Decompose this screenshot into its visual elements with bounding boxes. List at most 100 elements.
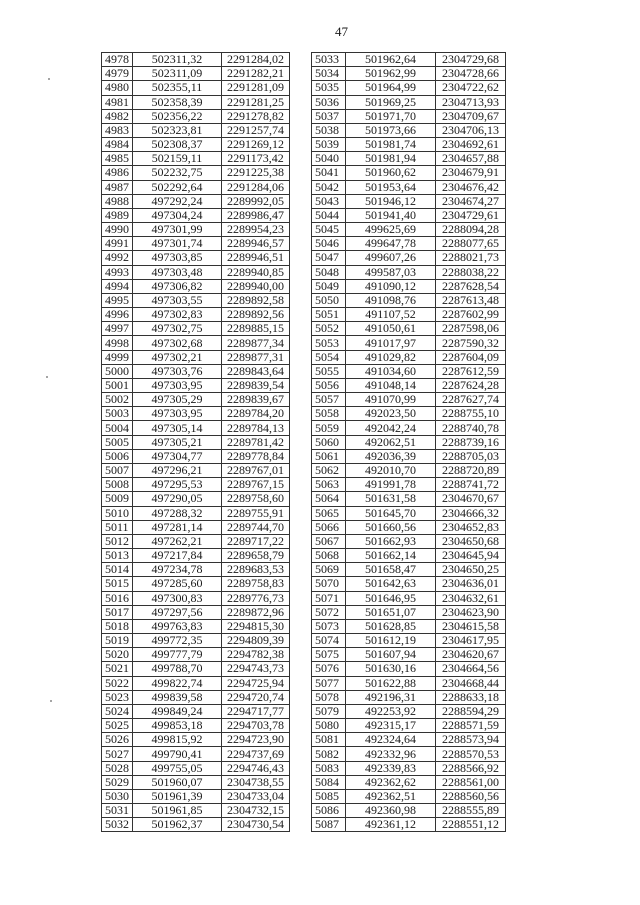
- table-row: 4979 502311,09 2291282,21: [101, 66, 290, 82]
- x-coordinate: 497303,48: [132, 264, 222, 280]
- y-coordinate: 2289940,85: [221, 264, 290, 280]
- point-number: 5036: [311, 94, 346, 110]
- point-number: 5070: [311, 576, 346, 592]
- x-coordinate: 492062,51: [345, 434, 436, 450]
- table-row: 5080 492315,17 2288571,59: [311, 718, 506, 734]
- x-coordinate: 492010,70: [345, 462, 436, 479]
- point-number: 5051: [311, 307, 346, 323]
- x-coordinate: 492036,39: [345, 448, 436, 464]
- table-row: 5084 492362,62 2288561,00: [311, 774, 506, 790]
- point-number: 5012: [101, 533, 133, 550]
- table-row: 4997 497302,75 2289885,15: [101, 321, 290, 337]
- table-row: 5044 501941,40 2304729,61: [311, 207, 506, 224]
- x-coordinate: 497303,95: [132, 377, 222, 394]
- y-coordinate: 2291278,82: [221, 108, 290, 124]
- y-coordinate: 2289877,34: [221, 335, 290, 351]
- x-coordinate: 501662,93: [345, 533, 436, 550]
- x-coordinate: 499815,92: [132, 732, 222, 748]
- y-coordinate: 2288633,18: [435, 689, 506, 705]
- point-number: 5071: [311, 590, 346, 606]
- point-number: 5069: [311, 562, 346, 578]
- y-coordinate: 2289954,23: [221, 222, 290, 238]
- point-number: 4987: [101, 179, 133, 195]
- y-coordinate: 2304645,94: [435, 548, 506, 564]
- table-row: 4982 502356,22 2291278,82: [101, 108, 290, 124]
- point-number: 5044: [311, 207, 346, 224]
- x-coordinate: 501973,66: [345, 122, 436, 139]
- point-number: 5024: [101, 703, 133, 720]
- scan-speck: [50, 700, 52, 702]
- y-coordinate: 2289683,53: [221, 562, 290, 578]
- y-coordinate: 2304729,68: [435, 51, 506, 68]
- point-number: 5042: [311, 179, 346, 195]
- table-row: 5002 497305,29 2289839,67: [101, 392, 290, 408]
- x-coordinate: 497285,60: [132, 576, 222, 592]
- table-row: 5053 491017,97 2287590,32: [311, 335, 506, 351]
- table-row: 5028 499755,05 2294746,43: [101, 760, 290, 776]
- point-number: 4984: [101, 137, 133, 153]
- x-coordinate: 499790,41: [132, 746, 222, 762]
- point-number: 5054: [311, 349, 346, 365]
- x-coordinate: 502292,64: [132, 179, 222, 195]
- x-coordinate: 491098,76: [345, 292, 436, 309]
- point-number: 5055: [311, 363, 346, 379]
- y-coordinate: 2304657,88: [435, 151, 506, 167]
- table-row: 5039 501981,74 2304692,61: [311, 137, 506, 153]
- y-coordinate: 2304676,42: [435, 179, 506, 195]
- x-coordinate: 499822,74: [132, 675, 222, 691]
- y-coordinate: 2291284,06: [221, 179, 290, 195]
- table-row: 5036 501969,25 2304713,93: [311, 94, 506, 110]
- table-row: 5055 491034,60 2287612,59: [311, 363, 506, 379]
- table-row: 5015 497285,60 2289758,83: [101, 576, 290, 592]
- table-row: 5063 491991,78 2288741,72: [311, 477, 506, 493]
- x-coordinate: 497302,75: [132, 321, 222, 337]
- x-coordinate: 497301,99: [132, 222, 222, 238]
- point-number: 5035: [311, 80, 346, 96]
- y-coordinate: 2288555,89: [435, 803, 506, 819]
- y-coordinate: 2304670,67: [435, 491, 506, 507]
- point-number: 5030: [101, 788, 133, 805]
- y-coordinate: 2287598,06: [435, 321, 506, 337]
- x-coordinate: 499777,79: [132, 647, 222, 663]
- x-coordinate: 502358,39: [132, 94, 222, 110]
- y-coordinate: 2288755,10: [435, 406, 506, 422]
- x-coordinate: 501969,25: [345, 94, 436, 110]
- table-row: 5000 497303,76 2289843,64: [101, 363, 290, 379]
- y-coordinate: 2289843,64: [221, 363, 290, 379]
- table-row: 5040 501981,94 2304657,88: [311, 151, 506, 167]
- y-coordinate: 2304650,25: [435, 562, 506, 578]
- x-coordinate: 497296,21: [132, 462, 222, 479]
- point-number: 4996: [101, 307, 133, 323]
- table-row: 5077 501622,88 2304668,44: [311, 675, 506, 691]
- point-number: 5032: [101, 817, 133, 833]
- y-coordinate: 2304732,15: [221, 803, 290, 819]
- page-number: 47: [335, 24, 348, 39]
- x-coordinate: 492196,31: [345, 689, 436, 705]
- table-row: 5052 491050,61 2287598,06: [311, 321, 506, 337]
- table-row: 5059 492042,24 2288740,78: [311, 420, 506, 436]
- point-number: 5050: [311, 292, 346, 309]
- point-number: 5082: [311, 746, 346, 762]
- table-row: 4981 502358,39 2291281,25: [101, 94, 290, 110]
- point-number: 5028: [101, 760, 133, 776]
- table-row: 4998 497302,68 2289877,34: [101, 335, 290, 351]
- x-coordinate: 497290,05: [132, 491, 222, 507]
- y-coordinate: 2294815,30: [221, 618, 290, 635]
- point-number: 5018: [101, 618, 133, 635]
- x-coordinate: 501607,94: [345, 647, 436, 663]
- point-number: 4998: [101, 335, 133, 351]
- x-coordinate: 491070,99: [345, 392, 436, 408]
- x-coordinate: 501658,47: [345, 562, 436, 578]
- y-coordinate: 2289658,79: [221, 548, 290, 564]
- point-number: 5065: [311, 505, 346, 521]
- table-row: 5035 501964,99 2304722,62: [311, 80, 506, 96]
- table-row: 5076 501630,16 2304664,56: [311, 661, 506, 677]
- point-number: 4980: [101, 80, 133, 96]
- point-number: 5060: [311, 434, 346, 450]
- table-row: 4993 497303,48 2289940,85: [101, 264, 290, 280]
- table-row: 4991 497301,74 2289946,57: [101, 236, 290, 252]
- table-row: 5013 497217,84 2289658,79: [101, 548, 290, 564]
- table-row: 5046 499647,78 2288077,65: [311, 236, 506, 252]
- y-coordinate: 2288038,22: [435, 264, 506, 280]
- x-coordinate: 497302,21: [132, 349, 222, 365]
